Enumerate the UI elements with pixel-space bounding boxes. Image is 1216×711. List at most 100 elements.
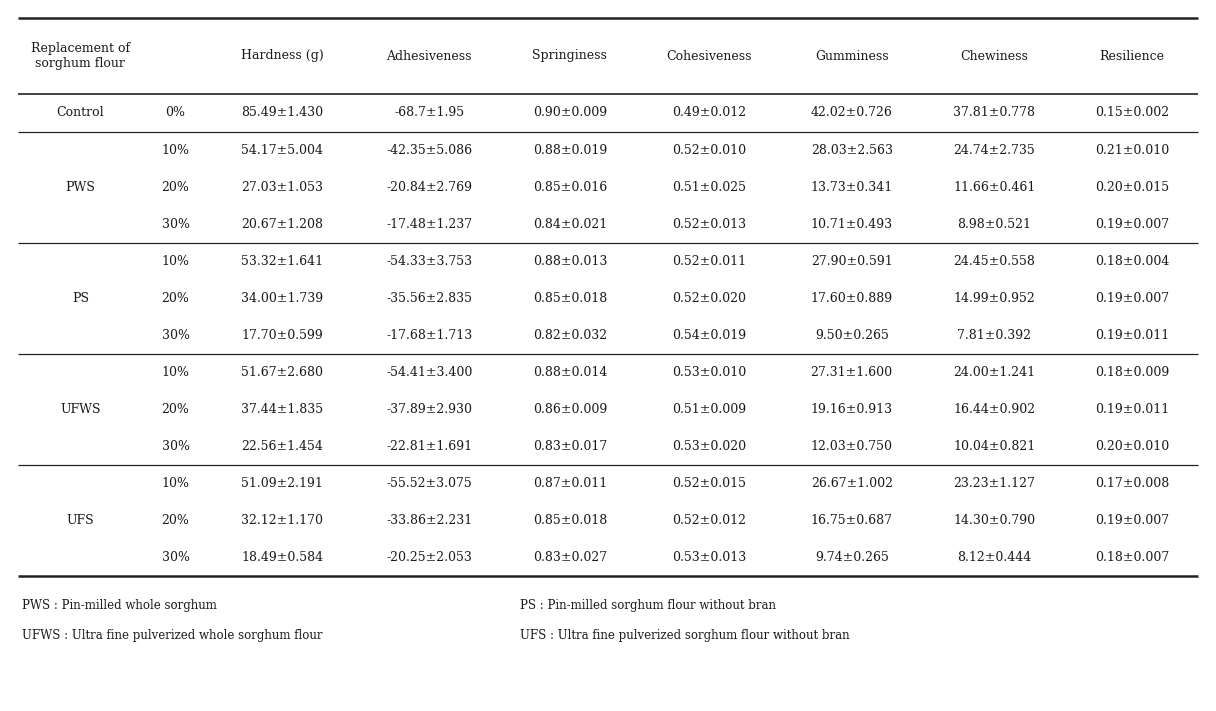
Text: Hardness (g): Hardness (g) [241, 50, 323, 63]
Text: -22.81±1.691: -22.81±1.691 [387, 440, 472, 453]
Text: 0.19±0.007: 0.19±0.007 [1094, 514, 1169, 527]
Text: 53.32±1.641: 53.32±1.641 [241, 255, 323, 268]
Text: Cohesiveness: Cohesiveness [666, 50, 751, 63]
Text: 51.09±2.191: 51.09±2.191 [242, 477, 323, 490]
Text: 0.88±0.014: 0.88±0.014 [533, 366, 607, 379]
Text: 10.71±0.493: 10.71±0.493 [811, 218, 893, 231]
Text: 8.98±0.521: 8.98±0.521 [957, 218, 1031, 231]
Text: 0.18±0.007: 0.18±0.007 [1094, 551, 1169, 564]
Text: 7.81±0.392: 7.81±0.392 [957, 329, 1031, 342]
Text: 23.23±1.127: 23.23±1.127 [953, 477, 1035, 490]
Text: 30%: 30% [162, 329, 190, 342]
Text: Control: Control [57, 107, 105, 119]
Text: Adhesiveness: Adhesiveness [387, 50, 472, 63]
Text: 0.90±0.009: 0.90±0.009 [533, 107, 607, 119]
Text: 26.67±1.002: 26.67±1.002 [811, 477, 893, 490]
Text: 24.74±2.735: 24.74±2.735 [953, 144, 1035, 157]
Text: 28.03±2.563: 28.03±2.563 [811, 144, 893, 157]
Text: 0.54±0.019: 0.54±0.019 [672, 329, 747, 342]
Text: 0.52±0.012: 0.52±0.012 [672, 514, 745, 527]
Text: UFS : Ultra fine pulverized sorghum flour without bran: UFS : Ultra fine pulverized sorghum flou… [520, 629, 850, 641]
Text: 20%: 20% [162, 514, 190, 527]
Text: 20%: 20% [162, 181, 190, 194]
Text: 10%: 10% [162, 144, 190, 157]
Text: 0.87±0.011: 0.87±0.011 [533, 477, 607, 490]
Text: -17.48±1.237: -17.48±1.237 [387, 218, 472, 231]
Text: 37.81±0.778: 37.81±0.778 [953, 107, 1036, 119]
Text: PWS : Pin-milled whole sorghum: PWS : Pin-milled whole sorghum [22, 599, 216, 611]
Text: PWS: PWS [66, 181, 95, 194]
Text: 0.88±0.013: 0.88±0.013 [533, 255, 607, 268]
Text: 0.19±0.011: 0.19±0.011 [1094, 329, 1169, 342]
Text: -17.68±1.713: -17.68±1.713 [387, 329, 473, 342]
Text: 0.85±0.018: 0.85±0.018 [533, 514, 607, 527]
Text: 0.17±0.008: 0.17±0.008 [1094, 477, 1169, 490]
Text: 14.30±0.790: 14.30±0.790 [953, 514, 1036, 527]
Text: 0.19±0.007: 0.19±0.007 [1094, 292, 1169, 305]
Text: 9.74±0.265: 9.74±0.265 [815, 551, 889, 564]
Text: -54.41±3.400: -54.41±3.400 [387, 366, 473, 379]
Text: 20%: 20% [162, 292, 190, 305]
Text: 0.52±0.011: 0.52±0.011 [672, 255, 747, 268]
Text: 0.82±0.032: 0.82±0.032 [533, 329, 607, 342]
Text: 0.84±0.021: 0.84±0.021 [533, 218, 607, 231]
Text: 0.52±0.020: 0.52±0.020 [672, 292, 745, 305]
Text: 14.99±0.952: 14.99±0.952 [953, 292, 1035, 305]
Text: 0.21±0.010: 0.21±0.010 [1094, 144, 1169, 157]
Text: Gumminess: Gumminess [815, 50, 889, 63]
Text: -20.84±2.769: -20.84±2.769 [387, 181, 472, 194]
Text: 0.85±0.018: 0.85±0.018 [533, 292, 607, 305]
Text: -35.56±2.835: -35.56±2.835 [387, 292, 472, 305]
Text: 17.60±0.889: 17.60±0.889 [811, 292, 893, 305]
Text: 0.88±0.019: 0.88±0.019 [533, 144, 607, 157]
Text: UFWS: UFWS [60, 403, 101, 416]
Text: 0.18±0.004: 0.18±0.004 [1094, 255, 1169, 268]
Text: 30%: 30% [162, 218, 190, 231]
Text: PS : Pin-milled sorghum flour without bran: PS : Pin-milled sorghum flour without br… [520, 599, 776, 611]
Text: 24.45±0.558: 24.45±0.558 [953, 255, 1035, 268]
Text: 85.49±1.430: 85.49±1.430 [241, 107, 323, 119]
Text: 0.19±0.007: 0.19±0.007 [1094, 218, 1169, 231]
Text: 10%: 10% [162, 477, 190, 490]
Text: PS: PS [72, 292, 89, 305]
Text: 0.20±0.015: 0.20±0.015 [1094, 181, 1169, 194]
Text: 30%: 30% [162, 440, 190, 453]
Text: 19.16±0.913: 19.16±0.913 [811, 403, 893, 416]
Text: 20%: 20% [162, 403, 190, 416]
Text: 24.00±1.241: 24.00±1.241 [953, 366, 1036, 379]
Text: 51.67±2.680: 51.67±2.680 [241, 366, 323, 379]
Text: 0.52±0.013: 0.52±0.013 [672, 218, 747, 231]
Text: UFWS : Ultra fine pulverized whole sorghum flour: UFWS : Ultra fine pulverized whole sorgh… [22, 629, 322, 641]
Text: 13.73±0.341: 13.73±0.341 [811, 181, 893, 194]
Text: -20.25±2.053: -20.25±2.053 [387, 551, 472, 564]
Text: 0.20±0.010: 0.20±0.010 [1094, 440, 1169, 453]
Text: 0.86±0.009: 0.86±0.009 [533, 403, 607, 416]
Text: 42.02±0.726: 42.02±0.726 [811, 107, 893, 119]
Text: -55.52±3.075: -55.52±3.075 [387, 477, 472, 490]
Text: 0.53±0.010: 0.53±0.010 [672, 366, 747, 379]
Text: Replacement of
sorghum flour: Replacement of sorghum flour [30, 42, 130, 70]
Text: Springiness: Springiness [533, 50, 607, 63]
Text: Resilience: Resilience [1099, 50, 1165, 63]
Text: 20.67±1.208: 20.67±1.208 [241, 218, 323, 231]
Text: 54.17±5.004: 54.17±5.004 [241, 144, 323, 157]
Text: 10%: 10% [162, 255, 190, 268]
Text: 0.18±0.009: 0.18±0.009 [1094, 366, 1169, 379]
Text: 16.44±0.902: 16.44±0.902 [953, 403, 1036, 416]
Text: 10.04±0.821: 10.04±0.821 [953, 440, 1036, 453]
Text: 27.31±1.600: 27.31±1.600 [811, 366, 893, 379]
Text: 11.66±0.461: 11.66±0.461 [953, 181, 1036, 194]
Text: 0.52±0.015: 0.52±0.015 [672, 477, 745, 490]
Text: 30%: 30% [162, 551, 190, 564]
Text: 18.49±0.584: 18.49±0.584 [241, 551, 323, 564]
Text: -54.33±3.753: -54.33±3.753 [387, 255, 472, 268]
Text: 0.85±0.016: 0.85±0.016 [533, 181, 607, 194]
Text: 9.50±0.265: 9.50±0.265 [815, 329, 889, 342]
Text: 0.51±0.009: 0.51±0.009 [672, 403, 747, 416]
Text: 17.70±0.599: 17.70±0.599 [242, 329, 323, 342]
Text: 0.52±0.010: 0.52±0.010 [672, 144, 747, 157]
Text: -42.35±5.086: -42.35±5.086 [387, 144, 472, 157]
Text: 0%: 0% [165, 107, 186, 119]
Text: 12.03±0.750: 12.03±0.750 [811, 440, 893, 453]
Text: 0.53±0.013: 0.53±0.013 [672, 551, 747, 564]
